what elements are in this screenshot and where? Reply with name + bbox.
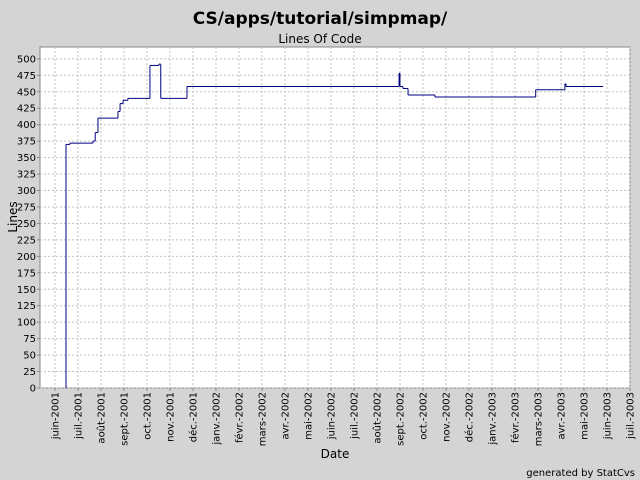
y-tick-label: 175 [17,268,36,279]
x-tick-label: mars-2002 [257,392,268,446]
y-tick-label: 475 [17,71,36,82]
x-tick-label: déc.-2002 [463,392,475,442]
y-tick-label: 100 [17,318,36,329]
y-tick-label: 75 [23,334,36,345]
y-axis-label: Lines [6,201,20,232]
x-tick-label: nov.-2002 [441,392,452,442]
chart-subtitle: Lines Of Code [278,32,361,46]
x-tick-label: févr.-2003 [509,392,521,443]
x-tick-label: juin-2002 [326,392,337,440]
y-tick-label: 425 [17,104,36,115]
chart-title: CS/apps/tutorial/simpmap/ [193,9,448,29]
x-tick-label: juil.-2001 [73,392,84,440]
x-tick-label: nov.-2001 [165,392,176,442]
y-tick-label: 0 [30,384,36,395]
y-tick-label: 300 [17,186,36,197]
y-tick-label: 225 [17,235,36,246]
y-tick-label: 450 [17,87,36,98]
y-tick-label: 25 [23,367,36,378]
x-tick-label: mai-2003 [579,392,590,440]
x-tick-label: sept.-2002 [395,392,406,446]
y-tick-label: 350 [17,153,36,164]
x-tick-label: juil.-2002 [349,392,360,440]
x-tick-label: août-2001 [95,392,107,444]
plot-area [39,46,631,389]
y-tick-label: 325 [17,170,36,181]
x-tick-label: avr.-2002 [280,392,291,439]
y-tick-label: 150 [17,285,36,296]
y-tick-label: 125 [17,301,36,312]
x-tick-label: janv.-2003 [487,392,498,446]
x-tick-label: avr.-2003 [556,392,567,439]
footer: generated by StatCvs [526,468,635,479]
x-tick-label: juin-2001 [50,392,61,440]
x-tick-label: mars-2003 [533,392,544,446]
x-tick-label: févr.-2002 [233,392,245,443]
y-tick-label: 50 [23,351,36,362]
y-tick-label: 500 [17,54,36,65]
y-tick-label: 275 [17,202,36,213]
y-tick-label: 400 [17,120,36,131]
x-tick-label: mai-2002 [303,392,314,440]
x-tick-label: déc.-2001 [187,392,199,442]
x-tick-label: août-2002 [371,392,383,444]
y-tick-label: 375 [17,137,36,148]
x-tick-label: janv.-2002 [211,392,222,446]
y-tick-label: 200 [17,252,36,263]
x-tick-label: oct.-2002 [418,392,429,440]
y-tick-label: 250 [17,219,36,230]
x-tick-label: juil.-2003 [626,392,637,440]
x-tick-label: juin-2003 [602,392,613,440]
x-axis-label: Date [321,447,350,461]
x-tick-label: oct.-2001 [142,392,153,440]
x-tick-label: sept.-2001 [119,392,130,446]
